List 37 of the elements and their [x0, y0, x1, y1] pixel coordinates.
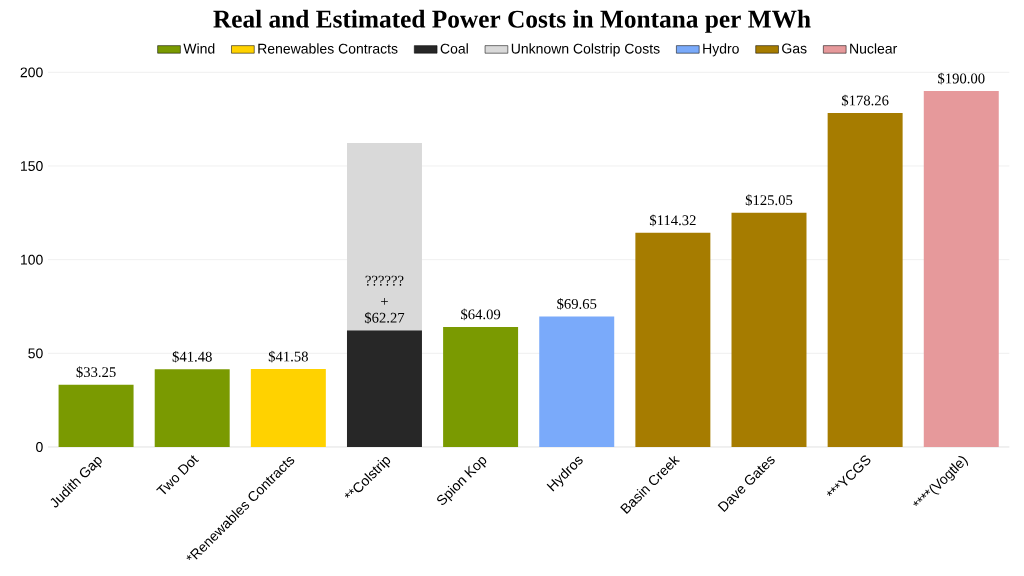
- bar: [346, 143, 422, 331]
- bar: [58, 384, 134, 447]
- legend-label: Hydro: [703, 43, 739, 57]
- data-label: $41.48: [172, 350, 212, 363]
- legend-label: Unknown Colstrip Costs: [511, 43, 660, 57]
- data-label: $41.58: [268, 350, 308, 363]
- data-label: $64.09: [461, 308, 501, 321]
- legend-label: Renewables Contracts: [258, 43, 398, 54]
- annotation: +: [381, 297, 388, 305]
- bar: [346, 330, 422, 447]
- legend-label: Nuclear: [850, 43, 898, 54]
- annotation: ??????: [365, 275, 404, 286]
- bar: [443, 326, 519, 447]
- chart-title: Real and Estimated Power Costs in Montana per MWh: [213, 9, 811, 33]
- legend-label: Coal: [440, 43, 468, 54]
- data-label: $114.32: [649, 214, 696, 227]
- bar: [731, 212, 807, 447]
- y-tick-label: 200: [20, 67, 43, 78]
- y-tick-label: 50: [28, 348, 43, 359]
- legend-label: Wind: [183, 43, 215, 54]
- legend-label: Gas: [782, 43, 807, 54]
- data-label: $69.65: [557, 298, 597, 310]
- data-label: $178.26: [841, 94, 889, 107]
- bar: [923, 91, 999, 447]
- data-label: $33.25: [76, 366, 116, 379]
- bar: [154, 369, 230, 447]
- y-tick-label: 0: [36, 442, 43, 452]
- bar: [827, 113, 903, 447]
- data-label: $190.00: [938, 72, 985, 85]
- y-tick-label: 150: [21, 161, 43, 171]
- x-tick-label: Two Dot: [156, 455, 199, 495]
- bar: [539, 316, 615, 447]
- y-tick-label: 100: [21, 254, 43, 265]
- bar: [250, 369, 326, 447]
- bar: [635, 232, 711, 447]
- data-label: $62.27: [364, 311, 405, 324]
- data-label: $125.05: [745, 194, 793, 207]
